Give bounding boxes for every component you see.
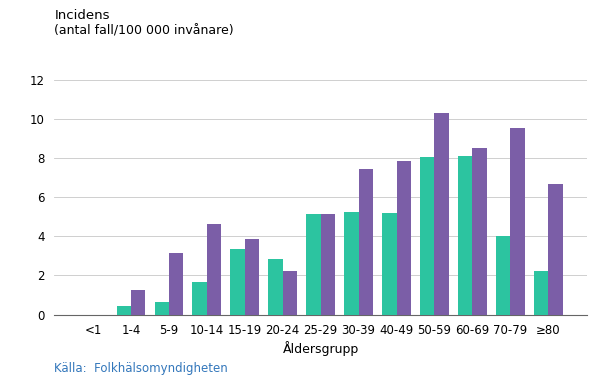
Bar [548,184,563,315]
Bar [245,239,259,315]
Bar [473,148,487,315]
Bar [231,249,245,315]
Bar [420,157,434,315]
Bar [117,306,131,315]
X-axis label: Åldersgrupp: Åldersgrupp [283,341,359,356]
Bar [496,236,510,315]
Bar [510,128,525,315]
Bar [268,259,283,315]
Bar [154,302,169,315]
Bar [434,113,449,315]
Text: Incidens: Incidens [54,9,110,22]
Bar [192,282,207,315]
Bar [283,271,297,315]
Text: Källa:  Folkhälsomyndigheten: Källa: Folkhälsomyndigheten [54,362,228,375]
Bar [396,161,411,315]
Bar [207,224,221,315]
Bar [131,290,145,315]
Text: (antal fall/100 000 invånare): (antal fall/100 000 invånare) [54,25,234,38]
Bar [382,213,396,315]
Bar [321,214,335,315]
Bar [534,271,548,315]
Bar [306,214,321,315]
Bar [169,253,183,315]
Bar [344,212,359,315]
Bar [359,169,373,315]
Bar [458,156,473,315]
